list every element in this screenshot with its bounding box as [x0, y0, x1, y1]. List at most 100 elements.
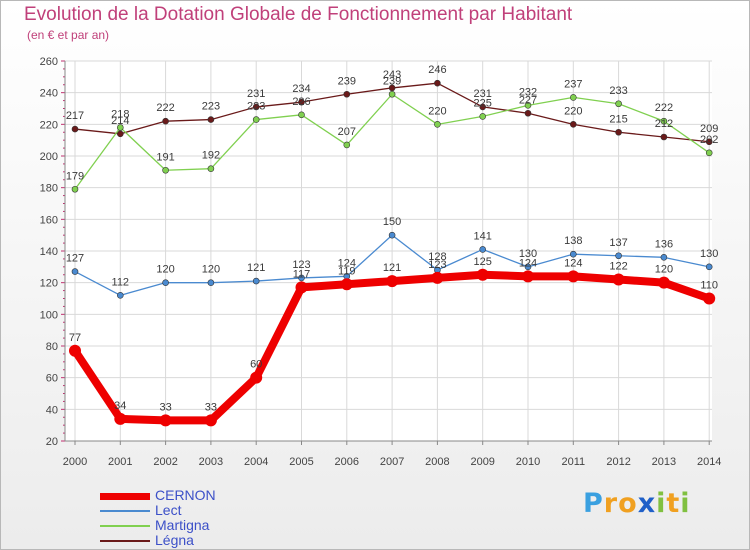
- data-label: 120: [202, 264, 220, 276]
- data-point: [250, 371, 263, 384]
- data-point: [476, 268, 489, 281]
- data-point: [431, 271, 444, 284]
- data-point: [522, 270, 534, 283]
- data-label: 60: [250, 359, 262, 371]
- y-tick-label: 60: [46, 373, 58, 385]
- data-point: [386, 275, 399, 288]
- logo-letter: o: [618, 488, 638, 519]
- data-point: [569, 121, 577, 128]
- data-label: 214: [111, 115, 129, 127]
- data-point: [660, 133, 668, 141]
- x-tick-label: 2011: [561, 456, 585, 468]
- x-tick-label: 2007: [380, 456, 404, 468]
- data-point: [615, 252, 622, 260]
- data-label: 125: [474, 256, 492, 268]
- data-label: 220: [428, 105, 446, 117]
- y-tick-label: 220: [40, 119, 58, 131]
- x-tick-label: 2001: [108, 456, 132, 468]
- data-label: 239: [383, 75, 401, 87]
- data-label: 234: [292, 83, 310, 95]
- logo-letter: P: [583, 488, 604, 519]
- data-label: 128: [428, 251, 446, 263]
- data-point: [569, 250, 577, 258]
- x-tick-label: 2004: [244, 456, 268, 468]
- data-label: 232: [519, 86, 537, 98]
- data-point: [162, 166, 169, 174]
- y-tick-label: 160: [40, 214, 58, 226]
- data-point: [298, 111, 305, 119]
- data-point: [612, 273, 625, 286]
- x-tick-label: 2014: [697, 456, 721, 468]
- data-label: 112: [112, 276, 130, 288]
- data-point: [69, 344, 81, 357]
- data-point: [117, 130, 124, 138]
- x-tick-label: 2012: [606, 456, 630, 468]
- y-tick-label: 20: [46, 436, 58, 448]
- data-label: 237: [564, 78, 582, 90]
- y-tick-label: 180: [40, 183, 58, 195]
- data-point: [117, 292, 124, 299]
- data-point: [343, 90, 351, 98]
- x-tick-label: 2000: [63, 456, 87, 468]
- data-label: 239: [338, 75, 356, 87]
- data-label: 217: [66, 110, 84, 122]
- data-point: [204, 414, 217, 427]
- data-label: 231: [474, 88, 492, 100]
- data-label: 124: [338, 257, 356, 269]
- data-point: [71, 185, 79, 193]
- y-tick-label: 40: [46, 404, 58, 416]
- data-label: 231: [247, 88, 265, 100]
- legend-label: Lect: [155, 502, 182, 518]
- data-point: [71, 125, 79, 133]
- logo-letter: x: [637, 488, 657, 519]
- x-tick-label: 2002: [153, 456, 177, 468]
- data-label: 141: [474, 230, 492, 242]
- legend-item-cernon: CERNON: [100, 487, 340, 503]
- data-label: 227: [519, 94, 537, 106]
- logo-letter: i: [656, 488, 667, 519]
- data-point: [479, 103, 487, 111]
- data-label: 124: [564, 257, 582, 269]
- legend-swatch: [100, 525, 150, 527]
- data-label: 137: [609, 237, 627, 249]
- legend-swatch: [100, 492, 150, 500]
- data-label: 130: [519, 248, 537, 260]
- data-label: 77: [69, 332, 81, 344]
- data-label: 121: [247, 262, 265, 274]
- legend-label: Légna: [155, 532, 194, 548]
- data-label: 222: [655, 102, 673, 114]
- data-label: 218: [111, 109, 129, 121]
- data-label: 33: [205, 401, 217, 413]
- data-point: [252, 103, 260, 111]
- logo-letter: i: [680, 488, 691, 519]
- data-point: [114, 412, 127, 425]
- data-label: 124: [519, 257, 537, 269]
- data-point: [295, 281, 308, 294]
- data-label: 215: [609, 113, 627, 125]
- y-tick-label: 260: [40, 56, 58, 68]
- y-tick-label: 200: [40, 151, 58, 163]
- y-tick-label: 80: [46, 341, 58, 353]
- data-point: [298, 274, 305, 282]
- data-label: 212: [655, 118, 673, 130]
- legend-swatch: [100, 510, 150, 512]
- data-point: [615, 100, 622, 108]
- data-point: [71, 268, 79, 275]
- data-label: 120: [156, 264, 174, 276]
- data-point: [207, 116, 215, 123]
- chart-title: Evolution de la Dotation Globale de Fonc…: [24, 4, 573, 25]
- y-tick-label: 100: [40, 309, 58, 321]
- data-label: 123: [428, 259, 446, 271]
- data-label: 202: [700, 134, 718, 146]
- data-point: [615, 128, 622, 136]
- data-label: 179: [66, 170, 84, 182]
- data-point: [569, 94, 577, 101]
- data-label: 122: [609, 261, 627, 273]
- legend-item-martigna: Martigna: [100, 517, 340, 533]
- data-point: [524, 109, 532, 117]
- data-point: [252, 116, 260, 123]
- data-point: [703, 292, 716, 305]
- data-point: [660, 117, 668, 125]
- data-point: [657, 276, 670, 289]
